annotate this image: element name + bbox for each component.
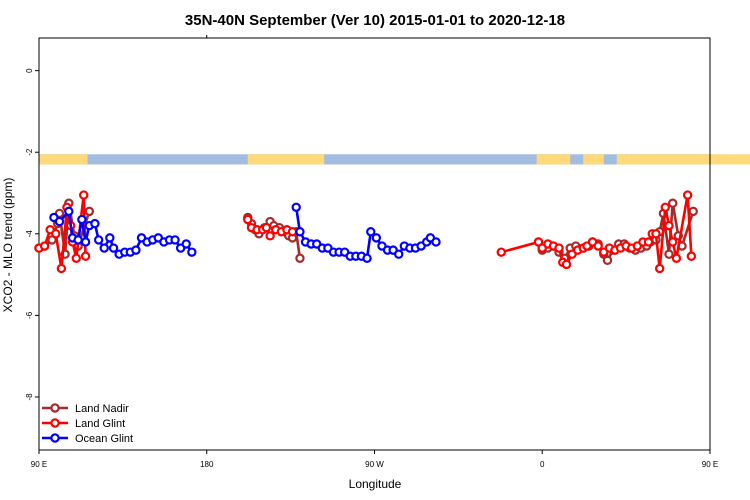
data-point: [56, 263, 67, 274]
data-point: [295, 227, 305, 237]
y-tick-label: -6: [25, 311, 34, 319]
data-point: [561, 259, 572, 270]
data-point: [668, 198, 678, 208]
data-point: [90, 218, 100, 229]
data-point: [686, 251, 697, 261]
data-point: [131, 245, 141, 255]
legend-marker: [50, 433, 60, 443]
land-segment: [536, 154, 571, 165]
data-point: [54, 216, 65, 227]
data-point: [51, 229, 61, 239]
data-point: [371, 233, 382, 243]
data-point: [265, 231, 275, 241]
data-point: [84, 206, 95, 217]
data-point: [99, 243, 109, 253]
data-point: [291, 202, 301, 212]
data-point: [394, 249, 404, 259]
land-segment: [39, 154, 88, 165]
y-tick-label: -4: [25, 230, 34, 238]
y-tick-label: -2: [25, 148, 34, 156]
plot-area: 0 -2 -4 -6 -8 90 E 180 90 W 0 90 E Land Nadir Land …: [25, 35, 750, 469]
data-point: [80, 237, 91, 247]
x-axis-label: Longitude: [349, 477, 402, 491]
data-point: [261, 222, 272, 233]
data-point: [602, 255, 613, 266]
legend-label: Ocean Glint: [75, 433, 133, 445]
chart-title: 35N-40N September (Ver 10) 2015-01-01 to…: [185, 12, 565, 29]
data-point: [73, 235, 83, 245]
x-tick-label: 90 W: [365, 460, 384, 469]
data-point: [80, 251, 91, 261]
data-point: [93, 235, 104, 245]
data-point: [108, 243, 119, 253]
legend-marker: [50, 403, 60, 413]
legend-marker: [50, 418, 60, 428]
data-point: [682, 190, 693, 200]
data-point: [287, 227, 298, 237]
data-point: [654, 263, 665, 274]
data-point: [79, 190, 89, 200]
data-point: [181, 239, 191, 249]
data-point: [664, 249, 674, 259]
data-point: [170, 235, 180, 245]
data-point: [77, 214, 87, 225]
land-segment: [247, 154, 325, 165]
legend-label: Land Glint: [75, 418, 125, 430]
land-segment: [626, 154, 750, 165]
ocean-strip: [39, 154, 710, 165]
legend-label: Land Nadir: [75, 403, 129, 415]
data-point: [431, 237, 441, 247]
data-point: [362, 253, 372, 263]
land-segment: [583, 154, 604, 165]
data-point: [366, 227, 376, 237]
x-tick-label: 180: [200, 460, 214, 469]
data-point: [688, 206, 698, 217]
data-point: [39, 241, 50, 251]
data-point: [187, 247, 197, 257]
data-point: [660, 202, 670, 212]
x-tick-label: 90 E: [702, 460, 718, 469]
data-point: [496, 247, 506, 257]
data-point: [593, 241, 603, 251]
data-point: [668, 237, 678, 247]
data-point: [643, 237, 654, 247]
data-point: [64, 206, 74, 217]
data-point: [651, 229, 661, 239]
data-point: [664, 220, 674, 231]
y-axis-label: XCO2 - MLO trend (ppm): [1, 178, 15, 313]
land-segment: [616, 154, 627, 165]
data-point: [554, 243, 564, 253]
data-point: [295, 253, 305, 263]
data-point: [71, 253, 81, 263]
x-tick-label: 90 E: [31, 460, 47, 469]
x-tick-label: 0: [540, 460, 545, 469]
data-point: [671, 253, 682, 263]
data-point: [105, 233, 115, 243]
y-tick-label: 0: [25, 68, 34, 73]
data-point: [243, 214, 253, 225]
y-tick-label: -8: [25, 393, 34, 401]
